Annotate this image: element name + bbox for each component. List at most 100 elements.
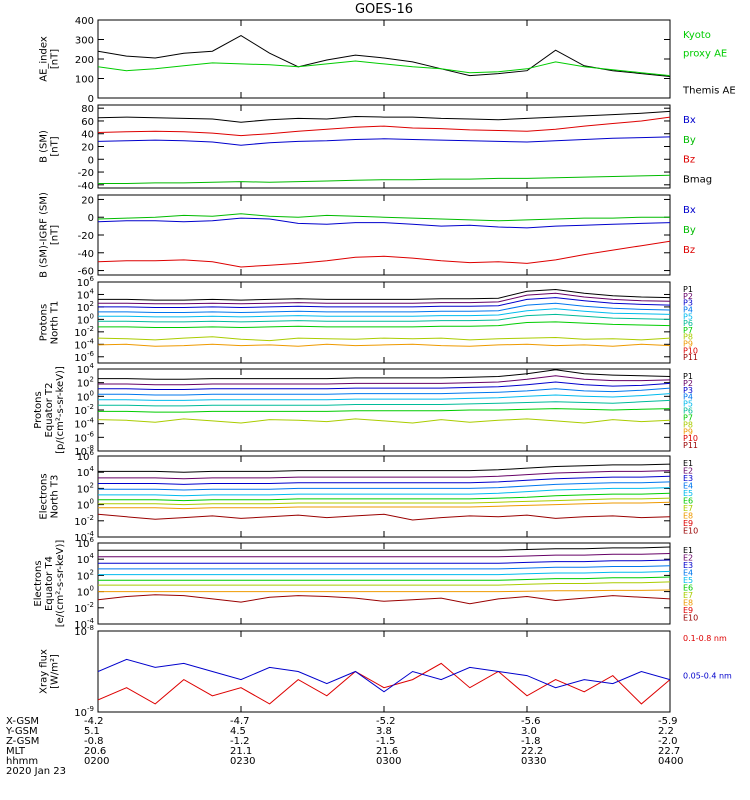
orbit-date: 2020 Jan 23 [6,766,66,777]
y-tick-exponent: 4 [90,287,95,295]
orbit-mlt-0: 20.6 [84,746,107,757]
y-tick-exponent: -6 [87,350,95,358]
legend-e7: E7 [683,591,693,600]
y-tick-exponent: 2 [90,568,94,576]
legend-p6: P6 [683,319,693,328]
series-line-pt1-p3 [98,297,670,309]
legend-p4: P4 [683,305,693,314]
legend-e10: E10 [683,614,698,623]
y-tick-label: 10-2 [74,601,94,615]
legend-e2: E2 [683,467,693,476]
legend-e5: E5 [683,489,693,498]
orbit-x-3: -5.6 [521,716,541,727]
legend-0-1-0-8-nm: 0.1-0.8 nm [683,634,727,643]
series-line-pt2-p4 [98,387,670,396]
y-tick-label: 104 [77,552,95,566]
y-axis-label: Electrons [33,560,44,606]
orbit-y-2: 3.8 [376,726,392,737]
legend-0-05-0-4-nm: 0.05-0.4 nm [683,672,732,681]
y-axis-label: [nT] [50,49,61,69]
y-tick-label: 0 [88,155,94,166]
orbit-label-ygsm: Y-GSM [6,726,38,737]
series-line-ae-themis-ae [98,35,670,77]
legend-p10: P10 [683,346,698,355]
y-tick-exponent: -8 [87,624,94,632]
y-tick-exponent: -2 [87,403,94,411]
y-tick-label: 104 [77,362,95,376]
series-line-et4-e1 [98,546,670,551]
legend-p7: P7 [683,413,693,422]
series-line-pt1-p7 [98,321,670,329]
panel-frame [97,630,671,713]
legend-p4: P4 [683,393,693,402]
panel-bsm: -40 -20 020 40 60 80 B (SM) [nT] Bx By Bz Bmag [39,104,713,192]
legend-p9: P9 [683,340,693,349]
panel-frame [97,455,671,538]
legend-e7: E7 [683,504,693,513]
orbit-z-3: -1.8 [521,736,541,747]
y-tick-label: -40 [78,181,94,192]
series-line-xray-0-1-0-8-nm [98,662,670,705]
legend-p6: P6 [683,407,693,416]
y-tick-label: 102 [77,568,94,582]
series-line-pt2-p1 [98,369,670,380]
y-tick-label: 10-4 [74,417,94,431]
series-line-ae-kyoto-proxy-ae [98,60,670,77]
series-line-bsm-bmag [98,110,670,123]
series-line-pt1-p4 [98,302,670,314]
y-tick-label: 0 [88,213,94,224]
series-line-pt2-p6 [98,399,670,407]
orbit-x-0: -4.2 [84,716,104,727]
y-axis-label: Equator T2 [44,383,55,438]
legend-e1: E1 [683,546,693,555]
y-tick-exponent: -4 [87,417,95,425]
series-line-pt1-p8 [98,336,670,342]
y-tick-label: -20 [78,231,94,242]
y-tick-exponent: -2 [87,514,94,522]
series-line-et4-e3 [98,559,670,564]
y-axis-label: [W/m²] [50,654,61,689]
series-line-pt2-p3 [98,381,670,390]
y-axis-label: [e/(cm²-s-sr-keV)] [55,540,66,628]
series-line-pt1-p1 [98,288,670,301]
y-tick-label: 100 [77,498,94,512]
y-tick-label: 0 [88,94,94,105]
legend-e4: E4 [683,569,693,578]
legend-e6: E6 [683,584,693,593]
series-line-et4-e5 [98,570,670,576]
orbit-z-4: -2.0 [658,736,678,747]
y-tick-exponent: -2 [87,601,94,609]
y-axis-label: AE_index [39,36,50,82]
series-line-xray-0-05-0-4-nm [98,658,670,693]
orbit-mlt-2: 21.6 [376,746,399,757]
y-tick-label: 100 [75,75,94,86]
y-tick-exponent: 2 [90,481,94,489]
orbit-y-3: 3.0 [521,726,537,737]
y-tick-label: 104 [77,465,95,479]
legend-p1: P1 [683,285,693,294]
legend-p11: P11 [683,353,698,362]
orbit-hhmm-3: 0330 [521,756,547,767]
legend-bz: Bz [683,245,695,256]
y-tick-label: 102 [77,481,94,495]
y-tick-exponent: 0 [90,312,94,320]
y-tick-label: -40 [78,249,94,260]
y-tick-label: 60 [81,117,94,128]
y-axis-label: Protons [39,304,50,341]
legend-e8: E8 [683,512,693,521]
orbit-hhmm-0: 0200 [84,756,110,767]
orbit-z-2: -1.5 [376,736,396,747]
panel-bigrf: -60 -40 -20 0 20 B (SM)-IGRF (SM) [nT] Bx By Bz [39,192,696,278]
legend-themis-ae: Themis AE [682,86,736,97]
panel-frame [97,194,671,276]
series-line-pt1-p5 [98,308,670,318]
orbit-y-1: 4.5 [230,726,246,737]
legend-p2: P2 [683,379,693,388]
orbit-mlt-3: 22.2 [521,746,544,757]
legend-bmag: Bmag [683,174,712,185]
y-tick-exponent: -4 [87,530,95,538]
